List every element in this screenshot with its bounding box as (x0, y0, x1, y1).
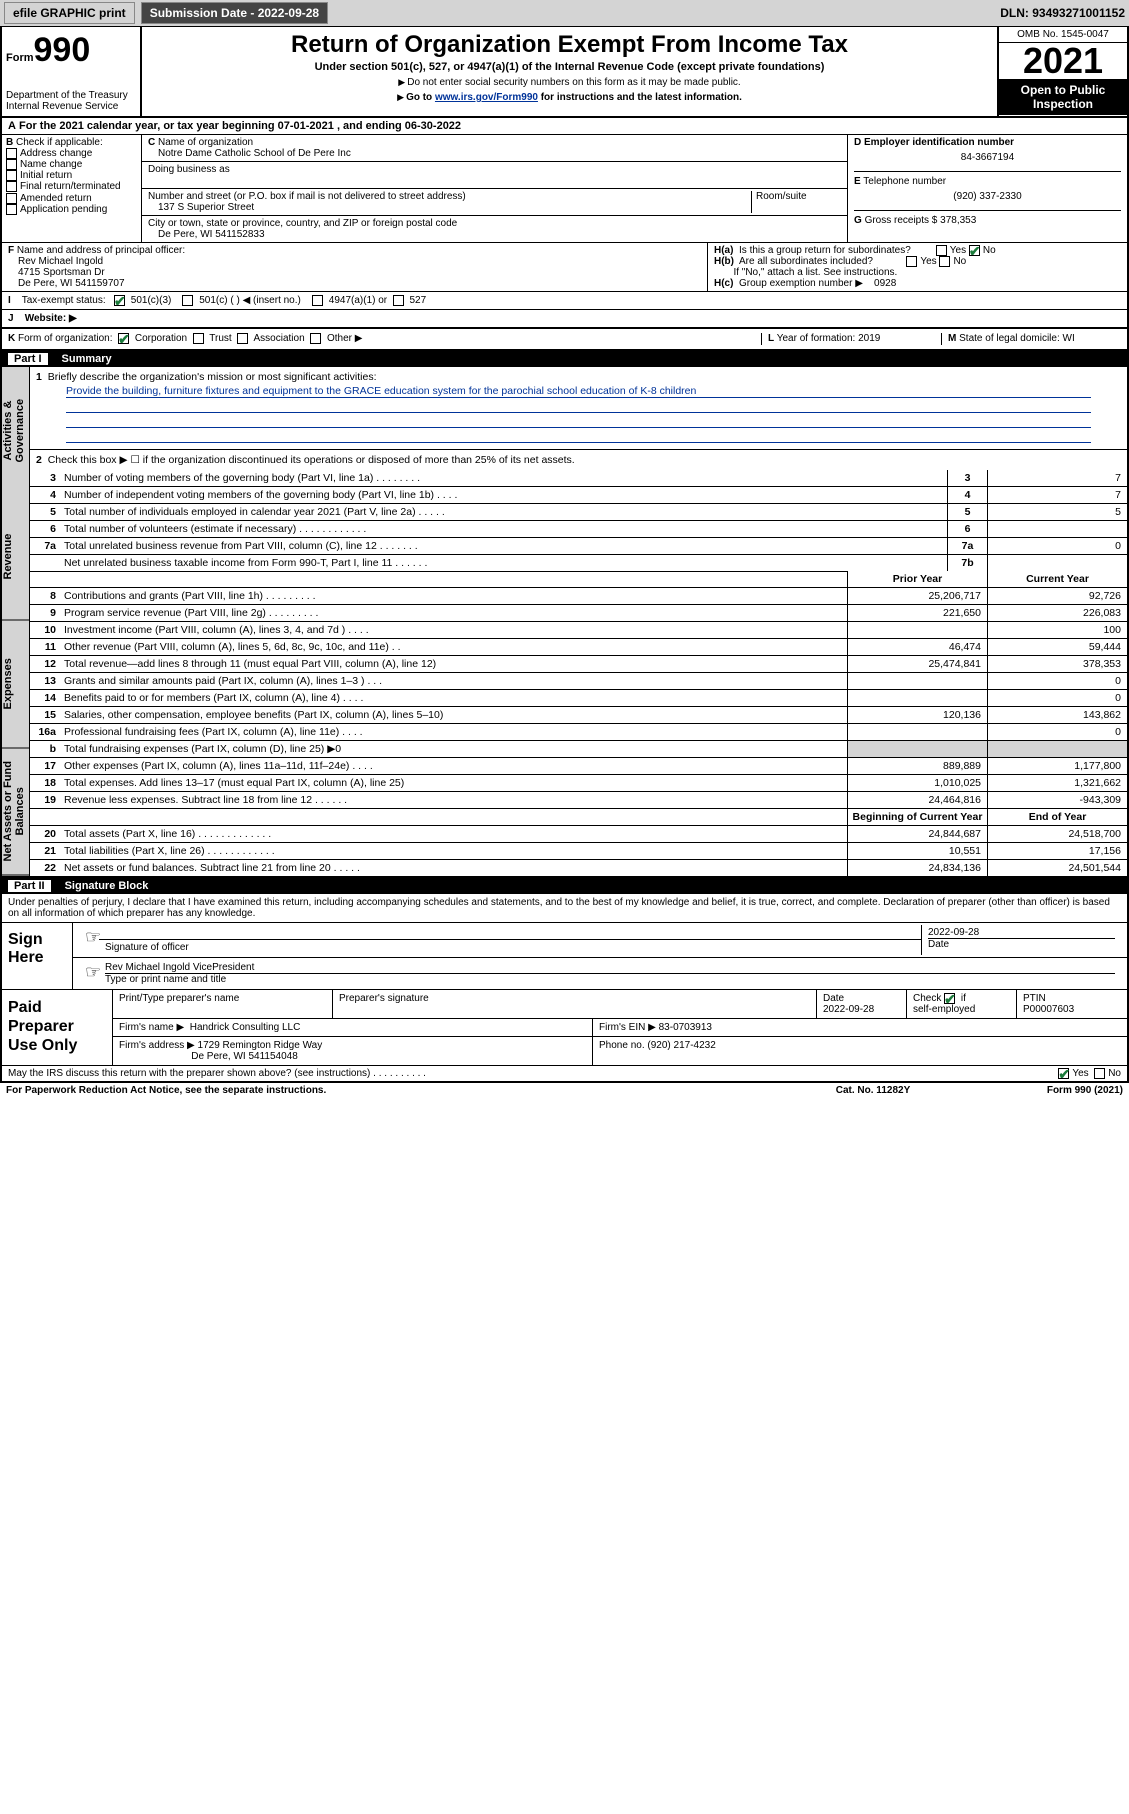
section-f-h: F Name and address of principal officer:… (0, 243, 1129, 292)
declaration-text: Under penalties of perjury, I declare th… (2, 894, 1127, 923)
section-b-c-d: B Check if applicable: Address change Na… (0, 135, 1129, 243)
paid-preparer-label: Paid Preparer Use Only (2, 990, 112, 1065)
dln-label: DLN: 93493271001152 (1000, 6, 1125, 20)
ptin-value: P00007603 (1023, 1004, 1074, 1015)
org-city: De Pere, WI 541152833 (148, 229, 265, 240)
signature-block: Under penalties of perjury, I declare th… (0, 894, 1129, 1083)
officer-name: Rev Michael Ingold VicePresident (105, 962, 254, 973)
side-tab-rev: Revenue (2, 493, 29, 621)
side-tab-net: Net Assets or Fund Balances (2, 748, 29, 876)
org-name: Notre Dame Catholic School of De Pere In… (148, 148, 351, 159)
submission-button[interactable]: Submission Date - 2022-09-28 (141, 2, 328, 24)
form-header: Form990 Department of the Treasury Inter… (0, 27, 1129, 118)
section-i: I Tax-exempt status: 501(c)(3) 501(c) ( … (0, 292, 1129, 310)
footer: For Paperwork Reduction Act Notice, see … (0, 1083, 1129, 1098)
form-subtitle: Under section 501(c), 527, or 4947(a)(1)… (150, 61, 989, 73)
ein-value: 84-3667194 (854, 148, 1121, 167)
part2-header: Part IISignature Block (0, 878, 1129, 894)
tax-year: 2021 (999, 43, 1127, 79)
discuss-question: May the IRS discuss this return with the… (8, 1068, 1058, 1079)
org-address: 137 S Superior Street (148, 202, 254, 213)
firm-phone: (920) 217-4232 (647, 1040, 715, 1051)
side-tab-gov: Activities & Governance (2, 367, 29, 494)
part1-header: Part ISummary (0, 351, 1129, 367)
phone-value: (920) 337-2330 (854, 187, 1121, 206)
dept-label: Department of the Treasury Internal Reve… (6, 90, 136, 112)
open-inspection: Open to Public Inspection (999, 79, 1127, 115)
top-toolbar: efile GRAPHIC print Submission Date - 20… (0, 0, 1129, 27)
section-j: J Website: ▶ (0, 310, 1129, 329)
form-note2: Go to www.irs.gov/Form990 for instructio… (150, 92, 989, 103)
side-tab-exp: Expenses (2, 621, 29, 749)
efile-button[interactable]: efile GRAPHIC print (4, 2, 135, 24)
sign-here-label: Sign Here (2, 923, 72, 989)
form-title: Return of Organization Exempt From Incom… (150, 31, 989, 59)
gross-receipts: 378,353 (940, 215, 976, 226)
form-number: Form990 (6, 31, 136, 70)
group-exemption: 0928 (874, 278, 896, 289)
firm-name: Handrick Consulting LLC (190, 1022, 301, 1033)
mission-text: Provide the building, furniture fixtures… (66, 385, 1091, 398)
period-row: A For the 2021 calendar year, or tax yea… (0, 118, 1129, 135)
form-note1: Do not enter social security numbers on … (150, 77, 989, 88)
irs-link[interactable]: www.irs.gov/Form990 (435, 92, 538, 103)
firm-ein: 83-0703913 (659, 1022, 712, 1033)
section-k-l-m: K Form of organization: Corporation Trus… (0, 329, 1129, 350)
summary-table: Activities & Governance Revenue Expenses… (0, 367, 1129, 878)
